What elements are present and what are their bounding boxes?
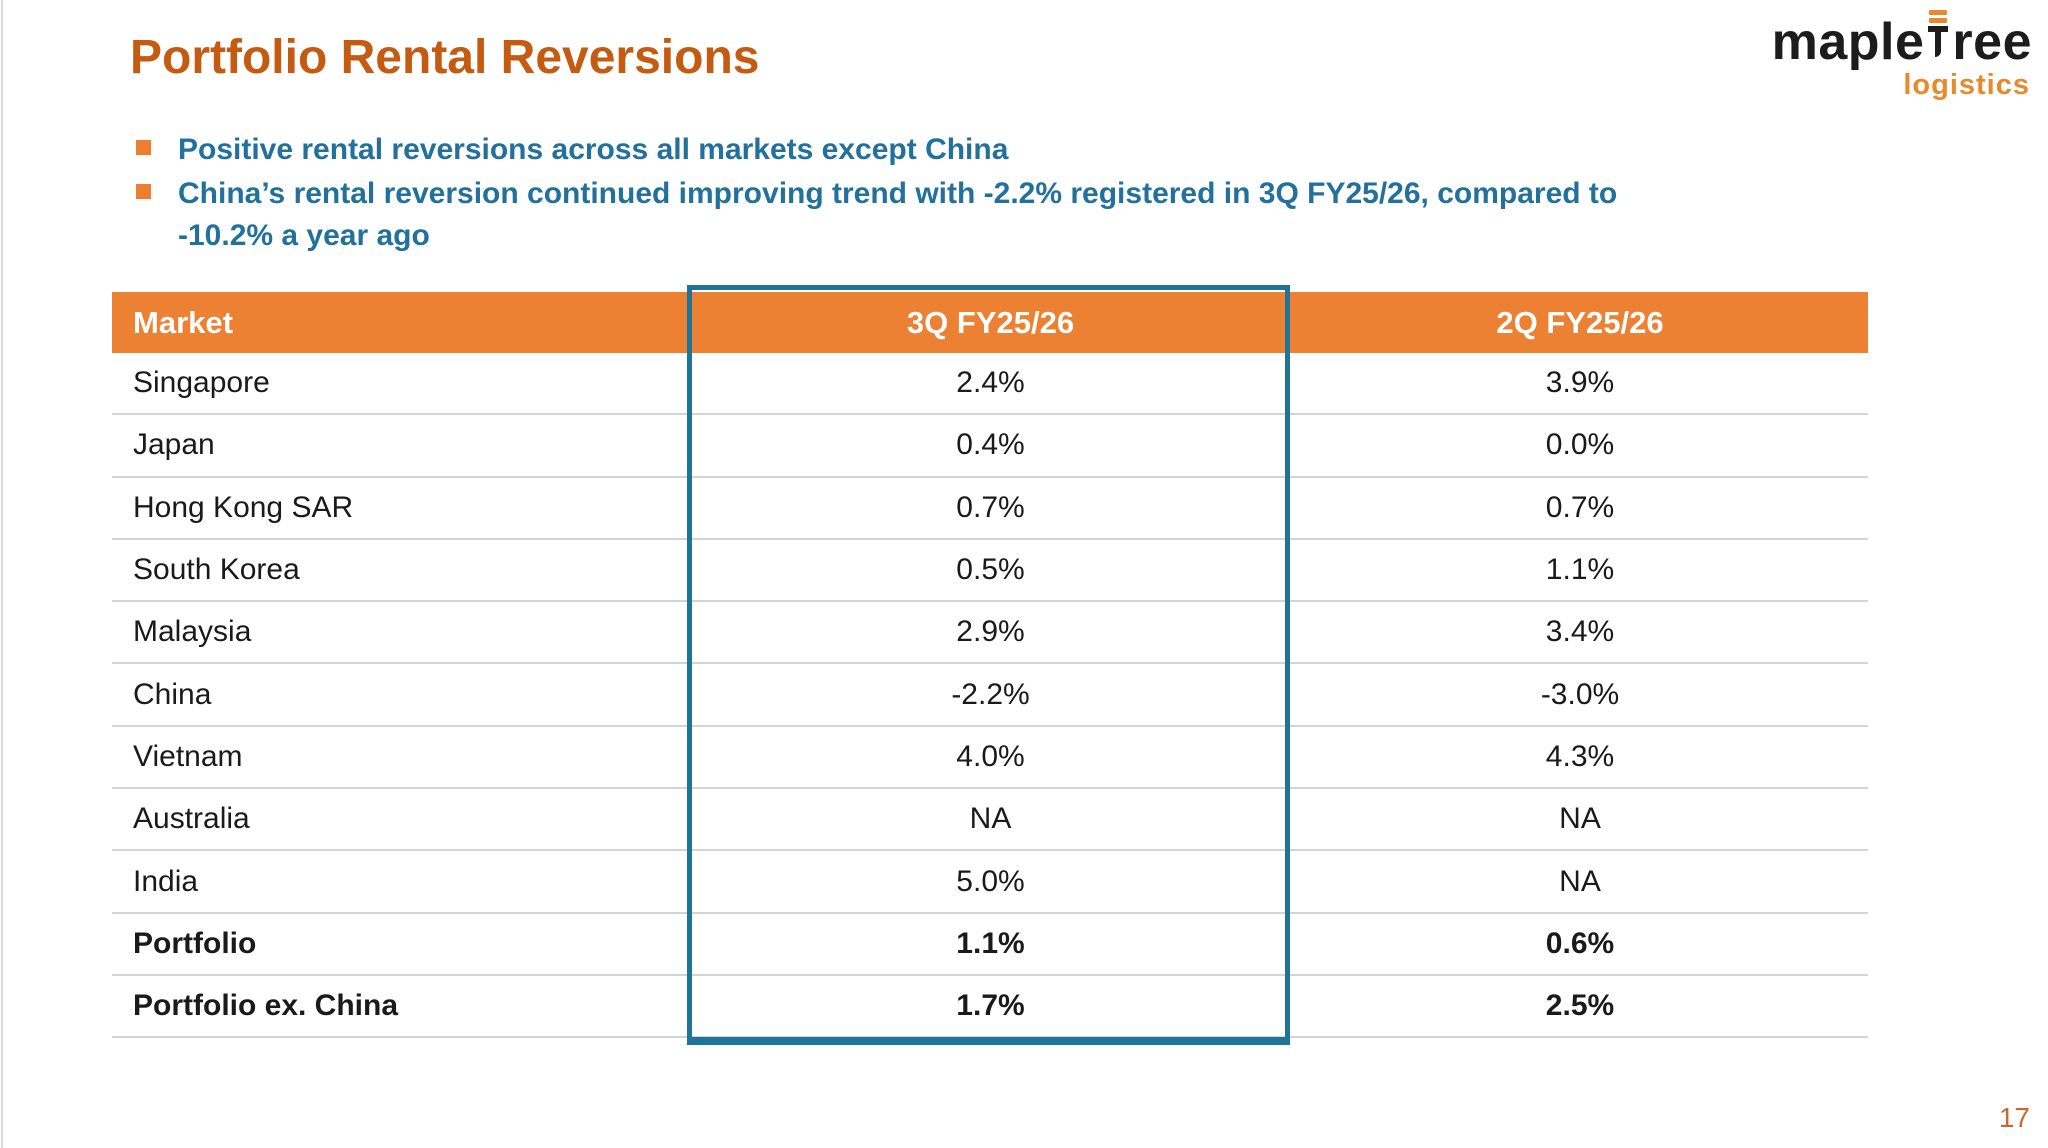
q2-value-cell: 3.9% — [1545, 366, 1615, 400]
bullet-item: China’s rental reversion continued impro… — [136, 173, 1836, 257]
q3-value-cell: -2.2% — [951, 677, 1030, 711]
table-row: China -2.2% -3.0% — [112, 664, 1868, 727]
table-row-portfolio: Portfolio 1.1% 0.6% — [112, 914, 1868, 976]
q3-value-cell: 0.7% — [956, 490, 1025, 524]
market-cell: Hong Kong SAR — [133, 490, 354, 524]
q3-value-cell: 1.1% — [956, 926, 1025, 960]
bullet-square-icon — [136, 184, 151, 199]
bullet-square-icon — [136, 140, 151, 155]
market-cell: Vietnam — [133, 739, 243, 773]
q3-value-cell: 1.7% — [956, 989, 1025, 1023]
page-number: 17 — [1998, 1102, 2030, 1133]
q3-value-cell: 2.4% — [956, 366, 1025, 400]
slide-edge-line — [1, 0, 3, 1148]
bullet-list: Positive rental reversions across all ma… — [136, 129, 1836, 259]
q2-value-cell: 2.5% — [1545, 989, 1615, 1023]
table-row: Hong Kong SAR 0.7% 0.7% — [112, 478, 1868, 540]
market-cell: South Korea — [133, 553, 300, 587]
q3-value-cell: 0.4% — [956, 428, 1025, 462]
mapletree-wordmark: maple ree — [1772, 10, 2032, 68]
column-header-3q: 3Q FY25/26 — [906, 304, 1075, 340]
q3-value-cell: NA — [969, 802, 1012, 836]
table-row-portfolio-ex-china: Portfolio ex. China 1.7% 2.5% — [112, 976, 1868, 1039]
logo-division-label: logistics — [1903, 69, 2030, 101]
bullet-item: Positive rental reversions across all ma… — [136, 129, 1836, 171]
table-row: Vietnam 4.0% 4.3% — [112, 727, 1868, 790]
q2-value-cell: 0.6% — [1545, 926, 1615, 960]
market-cell: Japan — [133, 428, 215, 462]
mapletree-logistics-logo: maple ree logistics — [1772, 10, 2032, 102]
table-row: India 5.0% NA — [112, 851, 1868, 914]
market-cell: China — [133, 677, 212, 711]
q2-value-cell: 3.4% — [1545, 615, 1615, 649]
q2-value-cell: 0.7% — [1545, 490, 1615, 524]
q2-value-cell: NA — [1559, 802, 1601, 836]
q3-value-cell: 5.0% — [956, 864, 1025, 898]
table-row: Australia NA NA — [112, 789, 1868, 852]
page-title: Portfolio Rental Reversions — [130, 31, 760, 84]
q3-value-cell: 2.9% — [956, 615, 1025, 649]
market-cell: Australia — [133, 802, 250, 836]
market-cell: Singapore — [133, 366, 270, 400]
market-cell: Malaysia — [133, 615, 252, 649]
table-row: Singapore 2.4% 3.9% — [112, 353, 1868, 416]
q2-value-cell: 1.1% — [1545, 553, 1615, 587]
market-cell: India — [133, 864, 199, 898]
rental-reversions-table: Market 3Q FY25/26 2Q FY25/26 Singapore 2… — [112, 285, 1868, 1045]
q3-value-cell: 0.5% — [956, 553, 1025, 587]
bullet-text: Positive rental reversions across all ma… — [178, 133, 1009, 166]
wordmark-suffix: ree — [1952, 13, 2032, 71]
column-header-2q: 2Q FY25/26 — [1496, 304, 1664, 340]
bullet-text: China’s rental reversion continued impro… — [178, 177, 1618, 252]
wordmark-prefix: maple — [1771, 13, 1925, 71]
table-row: Malaysia 2.9% 3.4% — [112, 602, 1868, 665]
stylized-tree-t-icon — [1928, 10, 1949, 57]
table-header: Market 3Q FY25/26 2Q FY25/26 — [112, 292, 1868, 353]
table-row: Japan 0.4% 0.0% — [112, 415, 1868, 478]
q2-value-cell: NA — [1559, 864, 1601, 898]
column-header-market: Market — [133, 304, 233, 340]
q2-value-cell: -3.0% — [1540, 677, 1620, 711]
q3-value-cell: 4.0% — [956, 739, 1025, 773]
q2-value-cell: 4.3% — [1545, 739, 1615, 773]
q2-value-cell: 0.0% — [1545, 428, 1615, 462]
market-cell: Portfolio ex. China — [133, 989, 399, 1023]
table-row: South Korea 0.5% 1.1% — [112, 540, 1868, 603]
market-cell: Portfolio — [133, 926, 257, 960]
